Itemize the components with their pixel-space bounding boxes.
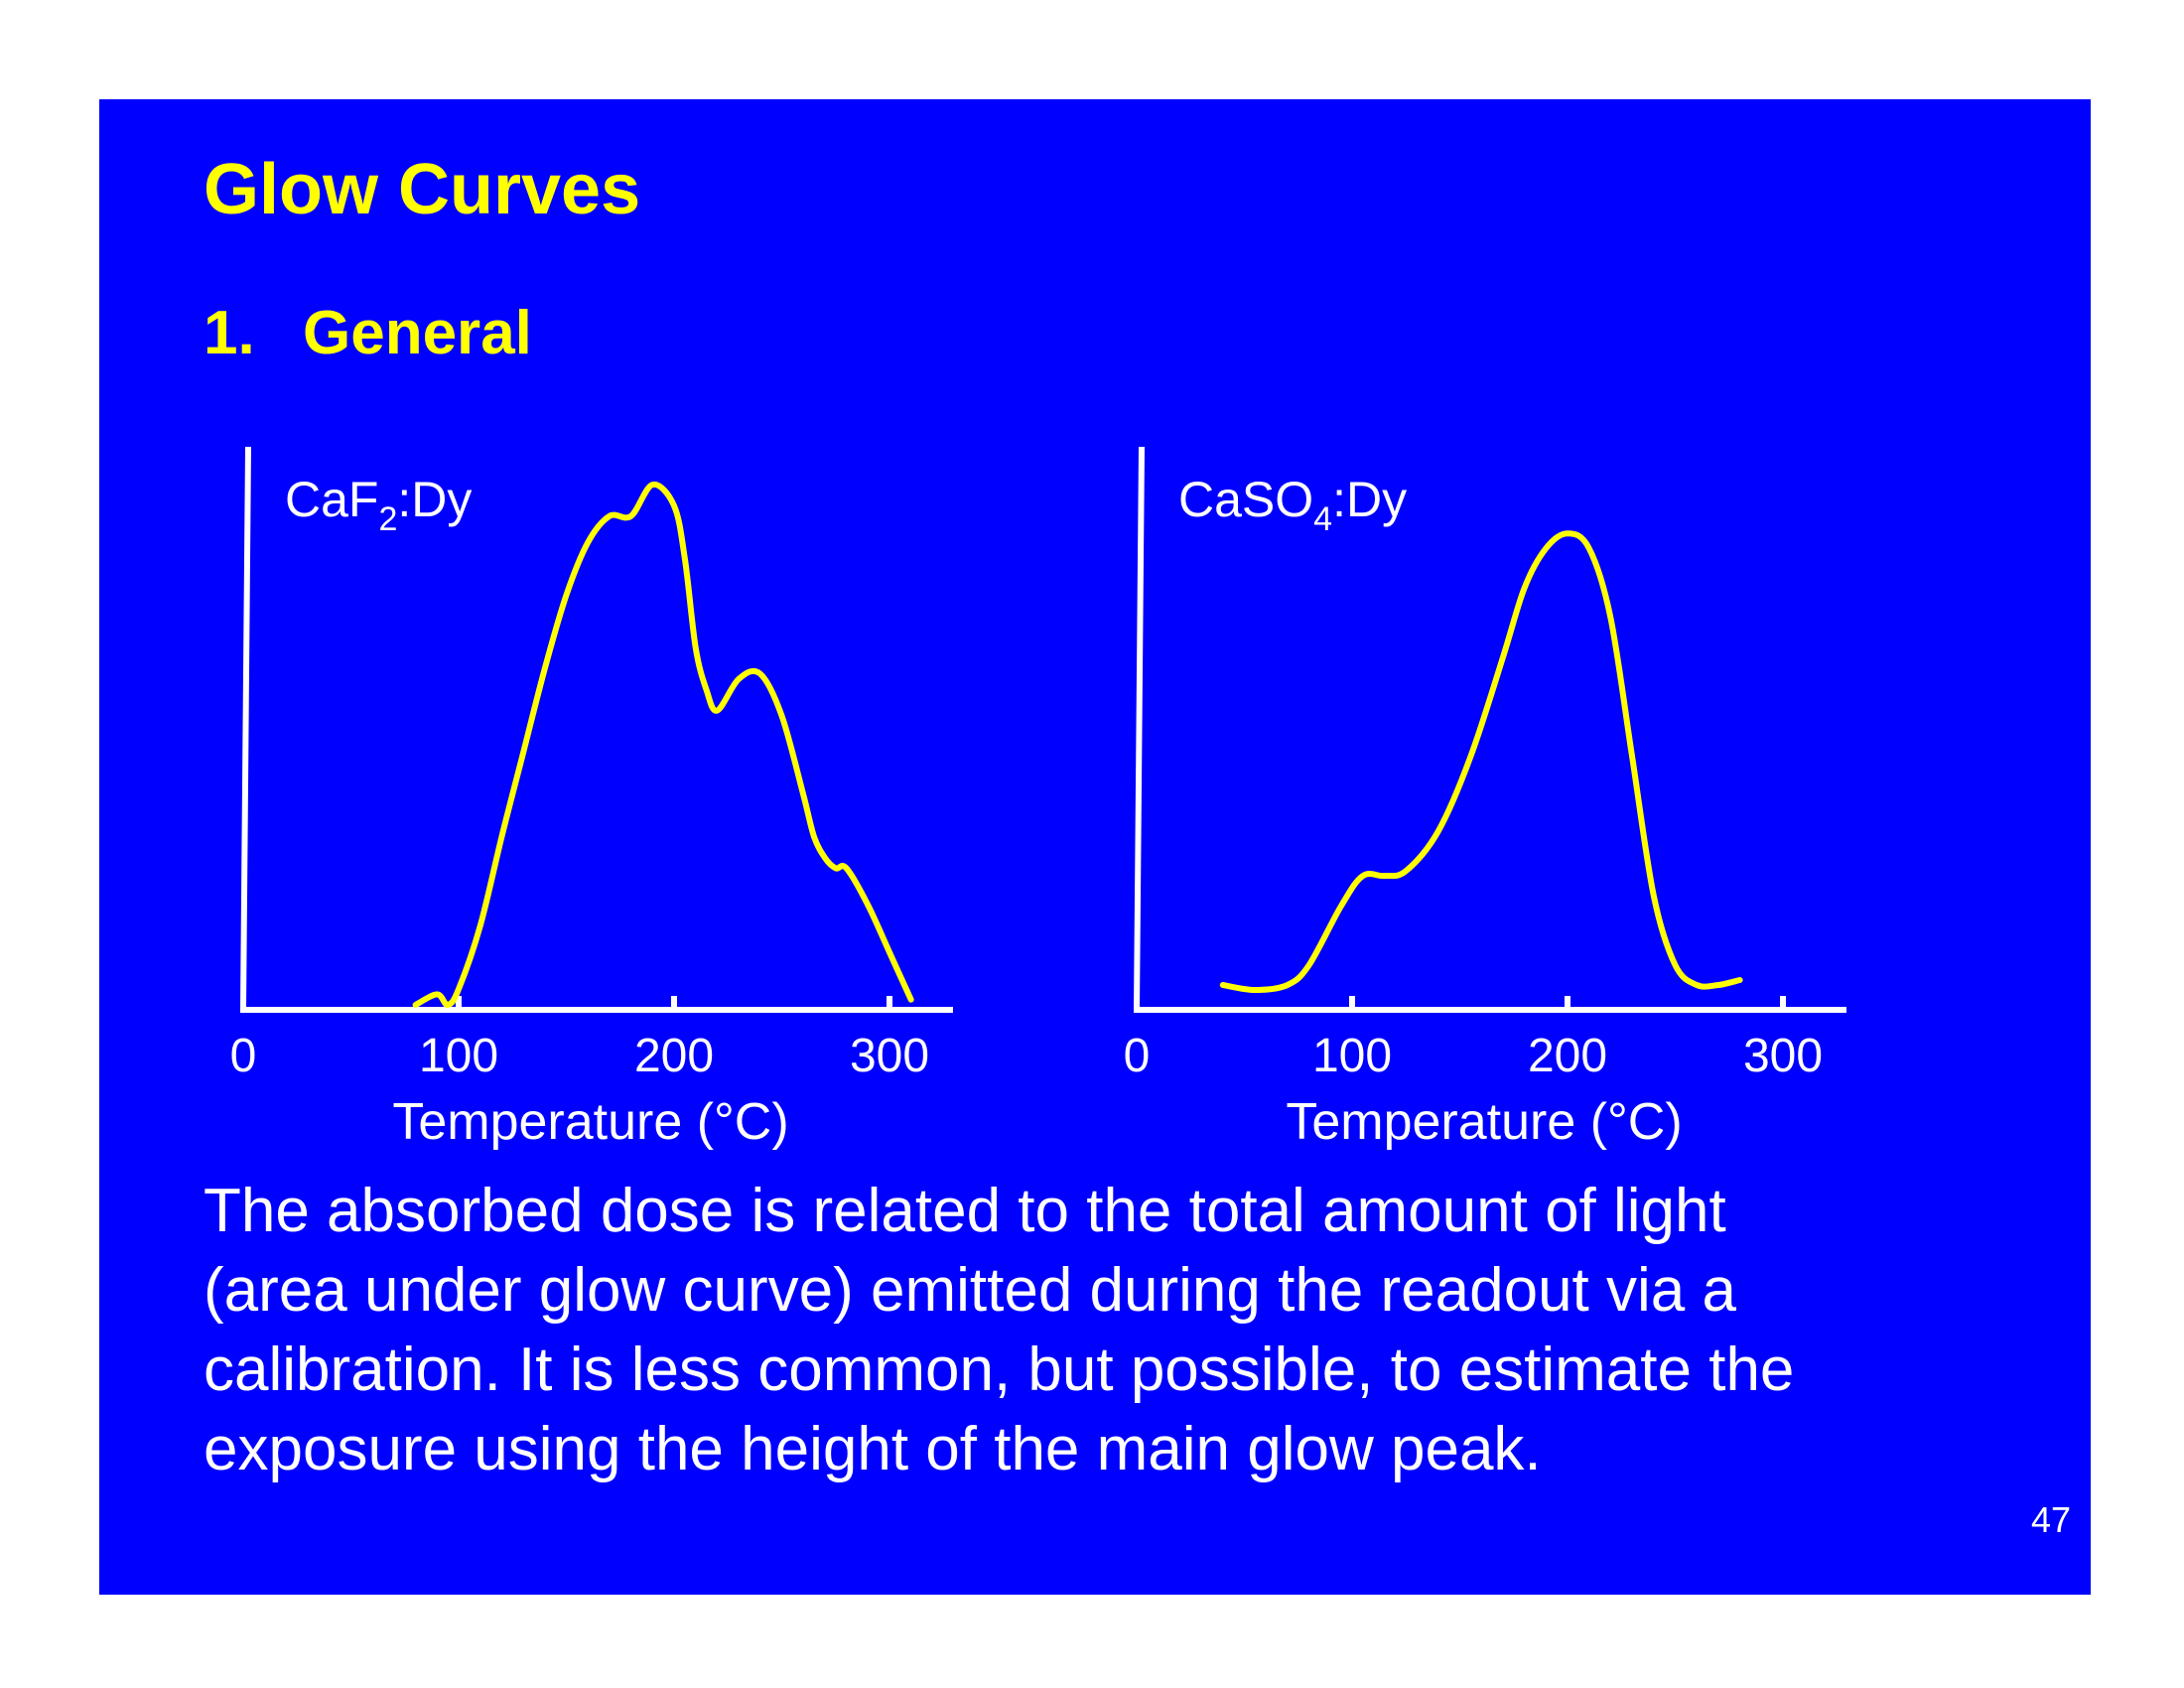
x-axis-label: Temperature (°C) xyxy=(1286,1093,1682,1151)
page-number: 47 xyxy=(2030,1499,2071,1540)
body-line: calibration. It is less common, but poss… xyxy=(204,1336,1795,1404)
x-tick-label: 200 xyxy=(1528,1030,1607,1082)
x-axis-label: Temperature (°C) xyxy=(392,1093,788,1151)
body-line: (area under glow curve) emitted during t… xyxy=(204,1256,1736,1325)
section-heading: 1. General xyxy=(204,298,532,368)
glow-curve-charts: 0 100 200 300 Temperature (°C) CaF2:Dy 0 100 200… xyxy=(230,446,1846,1151)
chart-label: CaF2:Dy xyxy=(285,472,472,538)
section-number: 1. xyxy=(204,299,255,367)
body-text: The absorbed dose is related to the tota… xyxy=(204,1172,2040,1489)
x-tick-label: 200 xyxy=(634,1030,714,1082)
slide: Glow Curves 1. General 0 100 200 300 Temperat… xyxy=(99,99,2091,1595)
x-tick-label: 300 xyxy=(850,1030,929,1082)
slide-title: Glow Curves xyxy=(204,150,641,229)
y-axis-line xyxy=(240,446,251,1011)
y-axis-line xyxy=(1134,446,1145,1011)
x-tick-label: 0 xyxy=(230,1030,257,1082)
section-title: General xyxy=(303,299,532,367)
glow-curve xyxy=(412,481,914,1008)
x-tick-label: 100 xyxy=(1312,1030,1392,1082)
x-tick-label: 100 xyxy=(419,1030,498,1082)
x-tick-label: 300 xyxy=(1743,1030,1823,1082)
x-tick-label: 0 xyxy=(1124,1030,1151,1082)
body-line: The absorbed dose is related to the tota… xyxy=(204,1177,1726,1245)
body-line: exposure using the height of the main gl… xyxy=(204,1415,1542,1483)
chart-label: CaSO4:Dy xyxy=(1178,472,1407,538)
glow-curve xyxy=(1219,530,1743,993)
